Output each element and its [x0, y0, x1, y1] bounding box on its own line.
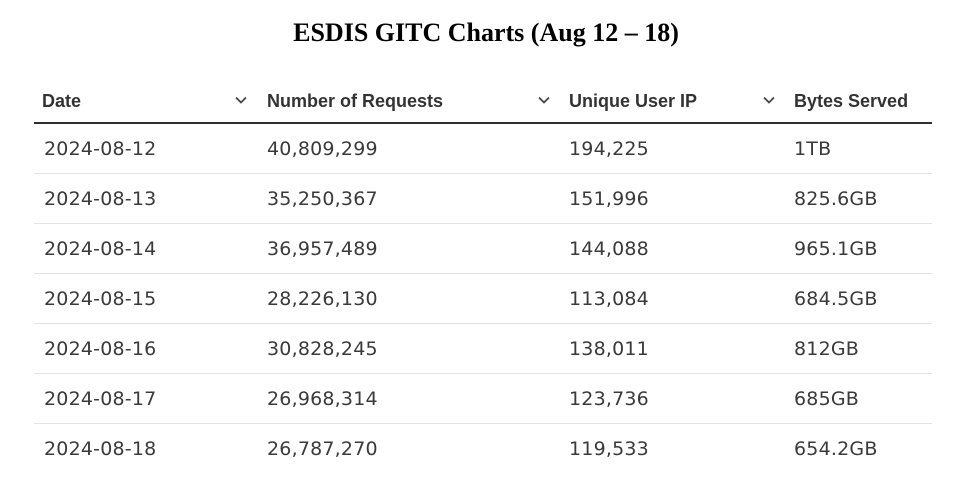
cell-requests: 30,828,245 — [267, 338, 378, 360]
cell-bytes-served: 965.1GB — [794, 238, 878, 260]
cell-unique-ip: 151,996 — [569, 188, 649, 210]
cell-bytes-served: 685GB — [794, 388, 860, 410]
cell-bytes-served: 812GB — [794, 338, 860, 360]
chevron-down-icon[interactable] — [537, 93, 551, 107]
cell-requests: 26,968,314 — [267, 388, 378, 410]
column-header-requests[interactable]: Number of Requests — [267, 91, 444, 111]
table-row: 2024-08-17 26,968,314 123,736 685GB — [34, 374, 932, 424]
cell-date: 2024-08-12 — [44, 138, 157, 160]
column-header-unique-ip[interactable]: Unique User IP — [569, 91, 698, 111]
table-row: 2024-08-12 40,809,299 194,225 1TB — [34, 124, 932, 174]
cell-date: 2024-08-18 — [44, 438, 157, 460]
cell-requests: 35,250,367 — [267, 188, 378, 210]
cell-requests: 40,809,299 — [267, 138, 378, 160]
cell-requests: 36,957,489 — [267, 238, 378, 260]
cell-bytes-served: 825.6GB — [794, 188, 878, 210]
page-title: ESDIS GITC Charts (Aug 12 – 18) — [293, 18, 679, 47]
cell-date: 2024-08-17 — [44, 388, 157, 410]
cell-unique-ip: 123,736 — [569, 388, 649, 410]
table-row: 2024-08-15 28,226,130 113,084 684.5GB — [34, 274, 932, 324]
cell-unique-ip: 119,533 — [569, 438, 649, 460]
cell-unique-ip: 144,088 — [569, 238, 649, 260]
cell-date: 2024-08-16 — [44, 338, 157, 360]
cell-bytes-served: 654.2GB — [794, 438, 878, 460]
cell-requests: 26,787,270 — [267, 438, 378, 460]
cell-date: 2024-08-15 — [44, 288, 157, 310]
cell-date: 2024-08-13 — [44, 188, 157, 210]
column-header-date[interactable]: Date — [42, 91, 82, 111]
table-row: 2024-08-18 26,787,270 119,533 654.2GB — [34, 424, 932, 473]
table-row: 2024-08-14 36,957,489 144,088 965.1GB — [34, 224, 932, 274]
cell-date: 2024-08-14 — [44, 238, 157, 260]
cell-unique-ip: 194,225 — [569, 138, 649, 160]
table-row: 2024-08-16 30,828,245 138,011 812GB — [34, 324, 932, 374]
chevron-down-icon[interactable] — [234, 93, 248, 107]
column-header-bytes-served[interactable]: Bytes Served — [794, 91, 909, 111]
cell-unique-ip: 113,084 — [569, 288, 649, 310]
table-row: 2024-08-13 35,250,367 151,996 825.6GB — [34, 174, 932, 224]
chevron-down-icon[interactable] — [762, 93, 776, 107]
cell-bytes-served: 684.5GB — [794, 288, 878, 310]
table-header-row: Date Number of Requests Unique User IP B… — [34, 79, 932, 124]
cell-bytes-served: 1TB — [794, 138, 832, 160]
data-table: Date Number of Requests Unique User IP B… — [34, 79, 932, 473]
cell-unique-ip: 138,011 — [569, 338, 649, 360]
cell-requests: 28,226,130 — [267, 288, 378, 310]
